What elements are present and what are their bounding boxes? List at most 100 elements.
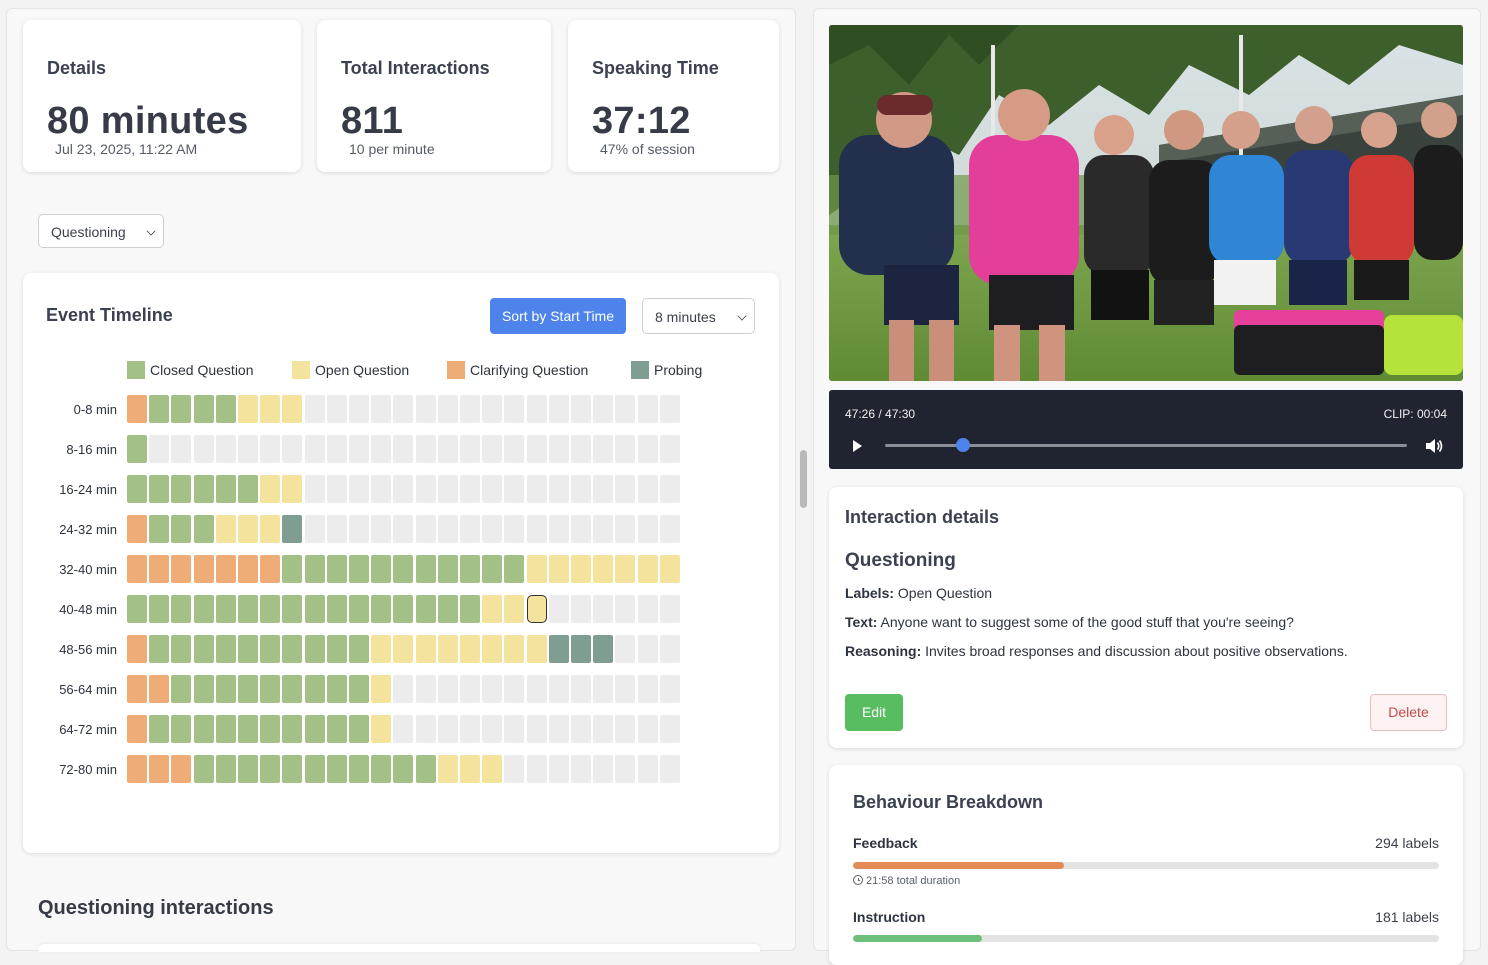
timeline-event-cell[interactable] — [260, 515, 281, 543]
timeline-event-cell[interactable] — [171, 715, 192, 743]
timeline-event-cell[interactable] — [215, 555, 236, 583]
timeline-event-cell[interactable] — [548, 555, 569, 583]
timeline-event-cell[interactable] — [127, 395, 147, 423]
timeline-event-cell[interactable] — [571, 635, 591, 663]
timeline-event-cell[interactable] — [171, 635, 192, 663]
timeline-event-cell[interactable] — [193, 595, 214, 623]
timeline-event-cell[interactable] — [504, 595, 525, 623]
timeline-event-cell[interactable] — [282, 475, 303, 503]
timeline-event-cell[interactable] — [326, 675, 347, 703]
timeline-event-cell[interactable] — [193, 515, 214, 543]
volume-icon[interactable] — [1425, 438, 1443, 459]
timeline-event-cell[interactable] — [349, 595, 369, 623]
timeline-event-cell[interactable] — [659, 555, 680, 583]
timeline-event-cell[interactable] — [282, 395, 303, 423]
video-progress-knob[interactable] — [956, 438, 971, 452]
timeline-event-cell[interactable] — [215, 395, 236, 423]
timeline-event-cell[interactable] — [149, 395, 170, 423]
timeline-event-cell[interactable] — [215, 475, 236, 503]
timeline-event-cell[interactable] — [349, 755, 369, 783]
delete-button[interactable]: Delete — [1370, 694, 1447, 731]
timeline-event-cell[interactable] — [482, 595, 503, 623]
timeline-event-cell[interactable] — [371, 755, 392, 783]
timeline-event-cell[interactable] — [127, 515, 147, 543]
timeline-event-cell[interactable] — [149, 675, 170, 703]
scrollbar-thumb[interactable] — [800, 450, 807, 508]
timeline-event-cell[interactable] — [371, 675, 392, 703]
timeline-event-cell[interactable] — [282, 515, 303, 543]
sort-by-start-time-button[interactable]: Sort by Start Time — [490, 298, 626, 334]
timeline-event-cell[interactable] — [193, 715, 214, 743]
video-progress-bar[interactable] — [885, 438, 1407, 452]
timeline-event-cell[interactable] — [304, 595, 325, 623]
timeline-event-cell[interactable] — [304, 755, 325, 783]
timeline-event-cell[interactable] — [326, 555, 347, 583]
timeline-event-cell[interactable] — [238, 635, 258, 663]
timeline-event-cell[interactable] — [127, 755, 147, 783]
timeline-event-cell[interactable] — [282, 675, 303, 703]
timeline-event-cell[interactable] — [415, 755, 436, 783]
timeline-event-cell[interactable] — [127, 715, 147, 743]
timeline-event-cell[interactable] — [127, 435, 147, 463]
timeline-event-cell[interactable] — [149, 515, 170, 543]
timeline-event-cell[interactable] — [215, 515, 236, 543]
interval-select[interactable]: 8 minutes — [642, 298, 755, 334]
timeline-event-cell[interactable] — [171, 515, 192, 543]
timeline-event-cell[interactable] — [437, 755, 458, 783]
timeline-event-cell[interactable] — [260, 715, 281, 743]
timeline-event-cell[interactable] — [571, 555, 591, 583]
timeline-event-cell[interactable] — [260, 635, 281, 663]
timeline-event-cell[interactable] — [615, 555, 636, 583]
timeline-event-cell[interactable] — [460, 555, 480, 583]
timeline-event-cell[interactable] — [393, 635, 414, 663]
timeline-event-cell[interactable] — [171, 395, 192, 423]
timeline-event-cell[interactable] — [193, 755, 214, 783]
timeline-event-cell[interactable] — [326, 595, 347, 623]
timeline-event-cell[interactable] — [415, 635, 436, 663]
timeline-event-cell[interactable] — [526, 635, 547, 663]
timeline-event-cell[interactable] — [349, 635, 369, 663]
timeline-event-cell[interactable] — [215, 755, 236, 783]
timeline-event-cell[interactable] — [238, 675, 258, 703]
timeline-event-cell[interactable] — [326, 635, 347, 663]
timeline-event-cell[interactable] — [371, 635, 392, 663]
timeline-event-cell[interactable] — [260, 555, 281, 583]
timeline-event-cell[interactable] — [215, 675, 236, 703]
timeline-event-cell[interactable] — [371, 555, 392, 583]
timeline-event-cell[interactable] — [193, 395, 214, 423]
timeline-event-cell[interactable] — [482, 635, 503, 663]
timeline-event-cell[interactable] — [415, 555, 436, 583]
timeline-event-cell[interactable] — [482, 555, 503, 583]
timeline-event-cell[interactable] — [193, 555, 214, 583]
timeline-event-cell[interactable] — [215, 635, 236, 663]
timeline-event-cell[interactable] — [304, 635, 325, 663]
timeline-event-cell[interactable] — [460, 755, 480, 783]
timeline-event-cell[interactable] — [637, 555, 658, 583]
timeline-event-cell[interactable] — [260, 395, 281, 423]
timeline-event-cell[interactable] — [171, 475, 192, 503]
timeline-event-cell[interactable] — [238, 755, 258, 783]
timeline-event-cell[interactable] — [282, 595, 303, 623]
timeline-event-cell[interactable] — [260, 675, 281, 703]
timeline-event-cell[interactable] — [282, 635, 303, 663]
timeline-event-cell[interactable] — [260, 475, 281, 503]
timeline-event-cell[interactable] — [238, 475, 258, 503]
timeline-event-cell[interactable] — [149, 715, 170, 743]
timeline-event-cell[interactable] — [548, 635, 569, 663]
timeline-event-cell[interactable] — [304, 675, 325, 703]
timeline-event-cell[interactable] — [593, 635, 614, 663]
timeline-event-cell[interactable] — [371, 715, 392, 743]
timeline-event-cell[interactable] — [127, 475, 147, 503]
timeline-event-cell[interactable] — [437, 595, 458, 623]
timeline-event-cell[interactable] — [149, 475, 170, 503]
timeline-event-cell[interactable] — [215, 595, 236, 623]
timeline-event-cell[interactable] — [393, 595, 414, 623]
timeline-event-cell[interactable] — [304, 715, 325, 743]
timeline-event-cell[interactable] — [593, 555, 614, 583]
timeline-event-cell[interactable] — [193, 475, 214, 503]
timeline-event-cell[interactable] — [437, 555, 458, 583]
timeline-event-cell[interactable] — [482, 755, 503, 783]
timeline-event-cell[interactable] — [149, 555, 170, 583]
timeline-event-cell[interactable] — [238, 595, 258, 623]
timeline-event-cell[interactable] — [437, 635, 458, 663]
